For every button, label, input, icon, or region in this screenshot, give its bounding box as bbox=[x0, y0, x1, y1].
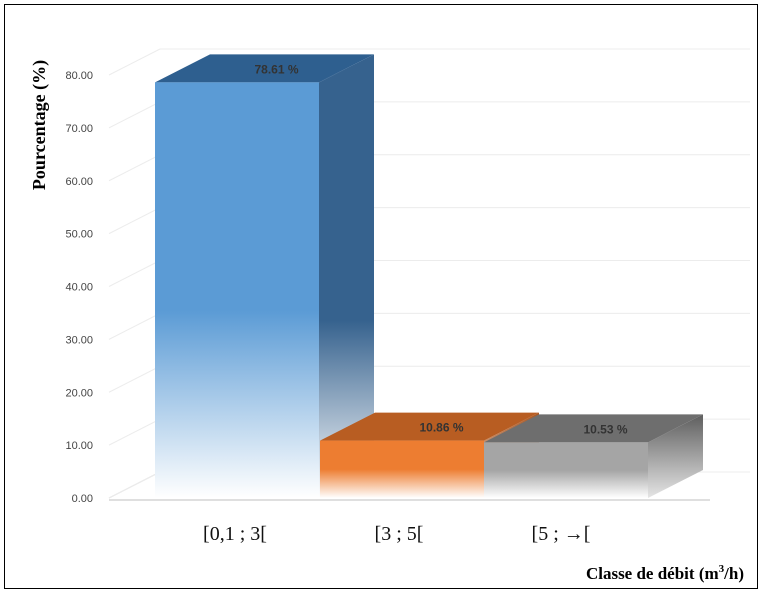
gridline-diagonal bbox=[108, 207, 161, 235]
bar-front-face bbox=[155, 82, 319, 499]
bar-side-face bbox=[648, 414, 703, 498]
gridline-diagonal bbox=[108, 418, 161, 446]
bar-top-face bbox=[155, 54, 374, 83]
y-tick-label: 20.00 bbox=[65, 387, 93, 399]
gridline-diagonal bbox=[108, 260, 161, 287]
y-tick-label: 70.00 bbox=[65, 123, 93, 135]
gridline-diagonal bbox=[108, 471, 161, 499]
bar-front-face bbox=[484, 442, 648, 498]
x-axis-label: Classe de débit (m3/h) bbox=[586, 563, 744, 583]
gridline-diagonal bbox=[108, 101, 161, 129]
bar-3: 10.53 % bbox=[484, 414, 703, 498]
x-axis-label-end: /h) bbox=[723, 564, 744, 583]
y-tick-label: 40.00 bbox=[65, 282, 93, 294]
data-label: 78.61 % bbox=[254, 62, 298, 76]
bar-top-face bbox=[484, 414, 703, 443]
y-tick-label: 80.00 bbox=[65, 70, 93, 82]
gridline-diagonal bbox=[108, 365, 161, 393]
bar-top-face bbox=[320, 412, 539, 441]
y-tick-label: 30.00 bbox=[65, 334, 93, 346]
bar-chart: 0.00 10.00 20.00 30.00 40.00 50.00 60.00 70.00 8… bbox=[29, 48, 750, 583]
gridline-diagonal bbox=[108, 154, 161, 182]
y-axis-label: Pourcentage (%) bbox=[29, 60, 50, 190]
x-axis-label-main: Classe de débit (m bbox=[586, 564, 719, 583]
gridline-diagonal bbox=[108, 48, 161, 76]
y-tick-label: 50.00 bbox=[65, 229, 93, 241]
gridline-diagonal bbox=[108, 312, 161, 340]
data-label: 10.53 % bbox=[583, 422, 627, 436]
y-tick-label: 10.00 bbox=[65, 440, 93, 452]
y-axis-ticks: 0.00 10.00 20.00 30.00 40.00 50.00 60.00 70.00 8… bbox=[65, 70, 93, 505]
y-tick-label: 60.00 bbox=[65, 176, 93, 188]
x-tick-label: [0,1 ; 3[ bbox=[203, 523, 267, 545]
x-tick-label: [5 ; →[ bbox=[532, 523, 591, 545]
x-tick-label: [3 ; 5[ bbox=[375, 523, 424, 545]
data-label: 10.86 % bbox=[419, 421, 463, 435]
x-axis-label-sup: 3 bbox=[719, 563, 725, 575]
x-axis-ticks: [0,1 ; 3[ [3 ; 5[ [5 ; →[ bbox=[203, 523, 590, 545]
chart-frame: 0.00 10.00 20.00 30.00 40.00 50.00 60.00 70.00 8… bbox=[4, 4, 758, 589]
bars: 78.61 % 10.86 % 10.53 % bbox=[155, 54, 703, 499]
bar-side-face bbox=[319, 54, 374, 499]
bar-1: 78.61 % bbox=[155, 54, 374, 499]
y-tick-label: 0.00 bbox=[72, 493, 93, 505]
bar-front-face bbox=[320, 440, 484, 498]
